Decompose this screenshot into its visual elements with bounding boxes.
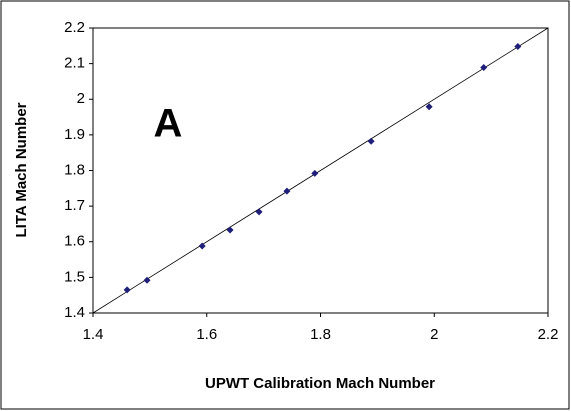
y-tick-label: 2.2 [64, 19, 85, 36]
point [425, 103, 433, 111]
point [255, 208, 263, 216]
point [311, 169, 319, 177]
y-tick-label: 1.4 [64, 304, 85, 321]
y-tick-label: 1.5 [64, 268, 85, 285]
y-tick-label: 1.8 [64, 161, 85, 178]
point [283, 187, 291, 195]
y-tick-label: 2.1 [64, 55, 85, 72]
x-tick-label: 1.8 [310, 326, 331, 343]
point [514, 43, 522, 51]
y-axis-label: LITA Mach Number [13, 102, 30, 237]
annotation: A [154, 102, 183, 146]
x-axis-label: UPWT Calibration Mach Number [205, 375, 435, 392]
point [367, 137, 375, 145]
y-tick-label: 2 [77, 90, 85, 107]
x-tick-label: 1.6 [196, 326, 217, 343]
x-tick-label: 1.4 [83, 326, 104, 343]
point [226, 226, 234, 234]
point [480, 64, 488, 72]
point [123, 286, 131, 294]
point [198, 242, 206, 250]
point [143, 276, 151, 284]
reference-line [92, 27, 549, 314]
y-tick-label: 1.6 [64, 233, 85, 250]
x-tick-label: 2.2 [538, 326, 559, 343]
x-tick-label: 2 [430, 326, 438, 343]
y-tick-label: 1.9 [64, 126, 85, 143]
y-tick-label: 1.7 [64, 197, 85, 214]
